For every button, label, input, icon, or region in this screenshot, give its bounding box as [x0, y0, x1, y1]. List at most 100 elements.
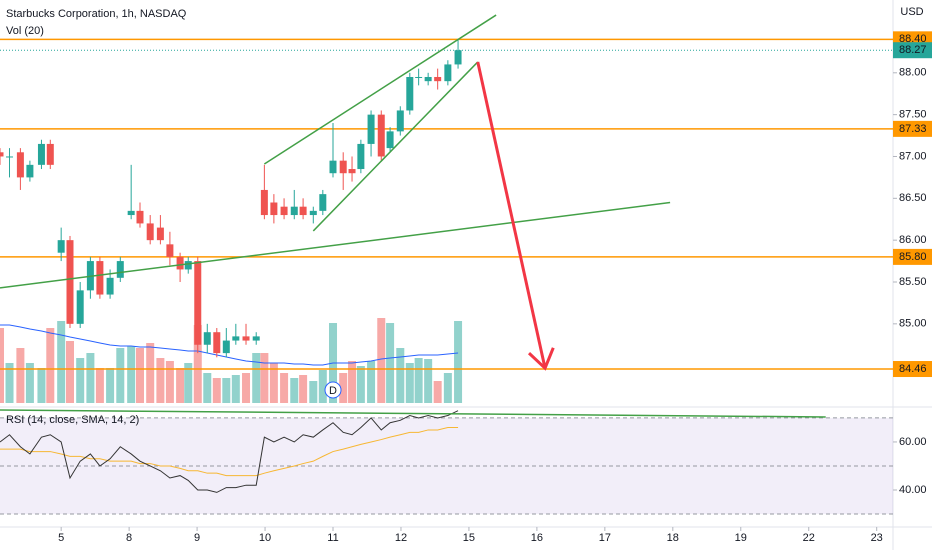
level-label: 84.46 [899, 363, 927, 375]
candle-body [96, 261, 104, 295]
volume-bar [299, 375, 308, 403]
volume-bar [424, 359, 433, 403]
volume-bar [203, 373, 212, 403]
volume-bar [0, 328, 4, 403]
x-tick-label: 8 [126, 532, 132, 544]
volume-bar [156, 358, 165, 403]
candle-body [203, 332, 211, 345]
candle-body [406, 76, 414, 111]
candle-body [339, 160, 347, 174]
rsi-pane [0, 410, 893, 527]
x-tick-label: 9 [194, 532, 200, 544]
candle-body [76, 290, 84, 324]
volume-bar [37, 368, 46, 403]
candle-body [156, 227, 164, 241]
candle-body [252, 336, 260, 341]
candle-body [194, 261, 202, 345]
arrow-shaft [476, 61, 547, 369]
x-tick-label: 11 [327, 532, 338, 544]
candle-body [106, 277, 114, 295]
candle-body [222, 340, 230, 354]
volume-bar [176, 368, 185, 403]
y-tick-label: 86.00 [899, 234, 927, 246]
candle-body [424, 76, 432, 82]
candle-body [176, 256, 184, 270]
candle-body [37, 143, 45, 165]
candle-body [329, 160, 337, 174]
candle-body [270, 202, 278, 216]
x-tick-label: 22 [803, 532, 815, 544]
candle-body [66, 240, 74, 324]
last-price-label: 88.27 [899, 44, 927, 56]
volume-bar [25, 363, 34, 403]
volume-ma-line [0, 324, 459, 366]
candle-body [232, 336, 240, 341]
volume-bar [231, 375, 240, 403]
x-tick-label: 10 [259, 532, 271, 544]
volume-bar [414, 358, 423, 403]
volume-bar [146, 343, 155, 403]
level-label-box [893, 361, 932, 378]
candle-body [184, 261, 192, 270]
volume-bar [135, 348, 144, 403]
candle-body [454, 50, 462, 65]
arrow-head [527, 347, 555, 371]
volume-bar [106, 368, 115, 403]
candle-body [444, 64, 452, 82]
volume-bar [5, 363, 14, 403]
dividend-marker [324, 381, 342, 399]
candle-body [166, 244, 174, 257]
volume-label: Vol (20) [6, 25, 44, 37]
candle-body [116, 261, 124, 278]
volume-bar [386, 323, 395, 403]
volume-bar [280, 373, 289, 403]
y-tick-label: 85.00 [899, 318, 927, 330]
rsi-line [0, 410, 459, 493]
candle-body [367, 114, 375, 144]
candle-body [357, 143, 365, 170]
y-tick-label: 85.50 [899, 276, 927, 288]
last-price-box [893, 42, 932, 59]
volume-bar [290, 378, 299, 403]
candle-body [434, 76, 442, 82]
volume-bar [16, 348, 25, 403]
volume-bar [86, 353, 95, 403]
candle-body [299, 206, 307, 216]
trendline [0, 201, 671, 289]
rsi-trendline [0, 409, 826, 418]
volume-bar [212, 378, 221, 403]
candle-body [6, 156, 14, 158]
volume-bar [260, 353, 269, 403]
level-label-box [893, 120, 932, 137]
candle-body [396, 110, 404, 132]
candle-body [309, 210, 317, 216]
candle-body [127, 210, 135, 216]
candle-body [386, 131, 394, 149]
candle-body [213, 332, 221, 354]
volume-bar [443, 373, 452, 403]
volume-bar [95, 368, 104, 403]
candle-body [16, 152, 24, 178]
candle-body [280, 206, 288, 216]
x-tick-label: 16 [531, 532, 543, 544]
volume-bar [46, 328, 55, 403]
volume-bar [184, 363, 193, 403]
rsi-sma-line [0, 427, 459, 477]
trendline [312, 61, 479, 232]
volume-bar [396, 348, 405, 403]
volume-bar [242, 373, 251, 403]
level-label: 87.33 [899, 123, 927, 135]
volume-bar [454, 321, 463, 403]
volume-bar [377, 318, 386, 403]
chart-title: Starbucks Corporation, 1h, NASDAQ [6, 8, 187, 20]
volume-bar [309, 381, 318, 403]
y-tick-label: 87.50 [899, 109, 927, 121]
candle-body [26, 164, 34, 178]
volume-bar [318, 370, 327, 403]
candle-body [57, 240, 65, 253]
volume-bar [252, 353, 261, 403]
candle-body [415, 76, 423, 78]
currency-label: USD [900, 6, 923, 18]
volume-bar [65, 341, 74, 403]
